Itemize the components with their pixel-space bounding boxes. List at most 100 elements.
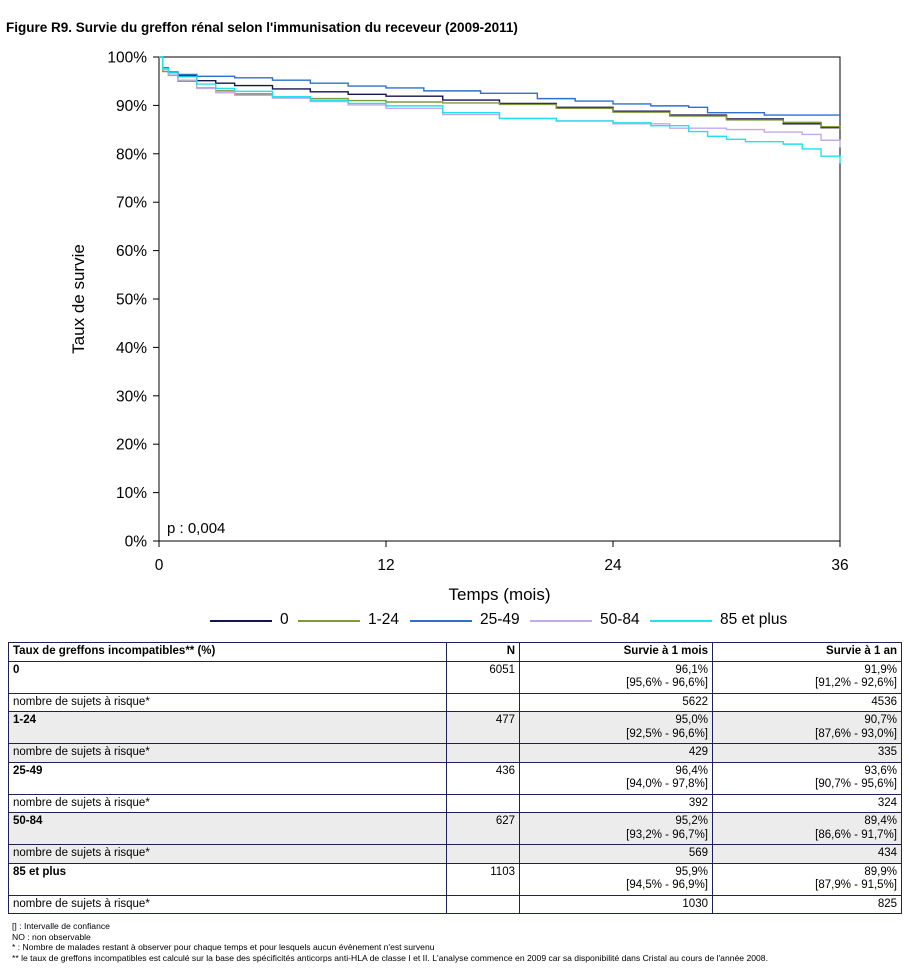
y-tick-label: 90% [116,98,147,115]
legend-label: 1-24 [368,611,400,628]
table-row-at-risk: nombre de sujets à risque* 429 335 [8,743,902,763]
survival-value: 89,4% [864,815,897,827]
survival-value: 95,0% [675,714,708,726]
survival-value: 96,1% [675,663,708,676]
legend-swatch [210,620,272,622]
group-n: 627 [446,812,520,845]
survival-1-year: 91,9% [91,2% - 92,6%] [712,660,902,694]
legend-swatch [298,620,360,622]
survival-value: 91,9% [864,663,897,676]
legend-swatch [530,620,592,622]
legend-label: 50-84 [600,611,640,628]
y-tick-label: 50% [116,292,147,309]
series-line-3 [159,56,841,148]
at-risk-label: nombre de sujets à risque* [8,894,447,914]
at-risk-1-year: 825 [712,894,902,914]
p-value-annotation: p : 0,004 [167,520,225,537]
table-row-at-risk: nombre de sujets à risque* 392 324 [8,793,902,813]
confidence-interval: [92,5% - 96,6%] [626,727,708,740]
footnote: ** le taux de greffons incompatibles est… [12,952,768,963]
confidence-interval: [94,0% - 97,8%] [626,778,708,790]
chart-legend: 0 1-24 25-49 50-84 85 et plus [0,610,909,632]
x-tick-label: 24 [604,557,622,574]
confidence-interval: [93,2% - 96,7%] [626,828,708,841]
at-risk-n [446,793,520,813]
table-row: 85 et plus 1103 95,9% [94,5% - 96,9%] 89,9%[… [8,862,902,896]
group-label: 0 [8,660,447,694]
at-risk-n [446,743,520,763]
at-risk-n [446,894,520,914]
at-risk-label: nombre de sujets à risque* [8,743,447,763]
survival-1-month: 95,2% [93,2% - 96,7%] [519,812,713,845]
y-tick-label: 20% [116,437,147,454]
at-risk-1-month: 429 [519,743,713,763]
confidence-interval: [91,2% - 92,6%] [815,677,897,689]
x-axis-label: Temps (mois) [448,585,550,604]
group-n: 6051 [446,660,520,694]
footnote: NO : non observable [12,931,91,942]
header-n: N [446,642,520,662]
survival-1-month: 96,1% [95,6% - 96,6%] [519,660,713,694]
confidence-interval: [90,7% - 95,6%] [815,778,897,790]
survival-1-year: 90,7% [87,6% - 93,0%] [712,711,902,744]
survival-value: 96,4% [675,764,708,777]
footnote: [] : Intervalle de confiance [12,921,110,931]
y-tick-label: 100% [107,50,147,67]
series-line-2 [159,56,840,116]
survival-1-year: 93,6% [90,7% - 95,6%] [712,761,902,795]
confidence-interval: [95,6% - 96,6%] [626,677,708,689]
x-tick-label: 36 [831,557,848,574]
legend-label: 0 [280,611,289,628]
survival-1-year: 89,4% [86,6% - 91,7%] [712,812,902,845]
figure-title: Figure R9. Survie du greffon rénal selon… [6,20,518,35]
legend-swatch [650,620,712,622]
header-group: Taux de greffons incompatibles** (%) [8,642,447,662]
confidence-interval: [87,9% - 91,5%] [815,879,897,891]
at-risk-n [446,692,520,712]
at-risk-1-year: 4536 [712,692,902,712]
footnote: * : Nombre de malades restant à observer… [12,942,435,953]
y-tick-label: 70% [116,195,147,212]
at-risk-label: nombre de sujets à risque* [8,692,447,712]
header-1-year: Survie à 1 an [712,642,902,662]
survival-value: 95,2% [675,815,708,827]
at-risk-1-month: 392 [519,793,713,813]
y-tick-label: 80% [116,146,147,163]
at-risk-1-year: 335 [712,743,902,763]
table-row-at-risk: nombre de sujets à risque* 5622 4536 [8,692,902,712]
survival-1-month: 96,4% [94,0% - 97,8%] [519,761,713,795]
y-tick-label: 10% [116,485,147,502]
y-tick-label: 0% [125,534,148,551]
survival-value: 93,6% [864,764,897,777]
group-n: 436 [446,761,520,795]
y-tick-label: 30% [116,388,147,405]
table-row: 25-49 436 96,4% [94,0% - 97,8%] 93,6% [90,7% … [8,761,902,795]
series-line-1 [159,56,841,130]
y-tick-label: 60% [116,243,147,260]
table-row-at-risk: nombre de sujets à risque* 569 434 [8,844,902,864]
series-line-4 [159,56,841,164]
group-label: 25-49 [8,761,447,795]
at-risk-1-year: 434 [712,844,902,864]
legend-swatch [410,620,472,622]
group-n: 1103 [446,862,520,896]
at-risk-label: nombre de sujets à risque* [8,793,447,813]
x-tick-label: 0 [155,557,164,574]
group-label: 1-24 [8,711,447,744]
confidence-interval: [87,6% - 93,0%] [815,727,897,740]
group-label: 85 et plus [8,862,447,896]
x-tick-label: 12 [377,557,394,574]
confidence-interval: [86,6% - 91,7%] [815,828,897,841]
table-row-at-risk: nombre de sujets à risque* 1030 825 [8,894,902,914]
at-risk-1-month: 569 [519,844,713,864]
footnotes: [] : Intervalle de confiance NO : non ob… [12,921,768,963]
legend-label: 85 et plus [720,611,788,628]
survival-1-year: 89,9% [87,9% - 91,5%] [712,862,902,896]
header-1-month: Survie à 1 mois [519,642,713,662]
y-tick-label: 40% [116,340,147,357]
group-n: 477 [446,711,520,744]
survival-chart: 0% 10% 20% 30% 40% 50% 60% 70% 80% 90% 100% 0 12 24 36… [69,50,849,605]
survival-1-month: 95,0% [92,5% - 96,6%] [519,711,713,744]
table-row: 0 6051 96,1% [95,6% - 96,6%] 91,9% [91,2% - 9… [8,660,902,694]
table-row: 50-84 627 95,2% [93,2% - 96,7%] 89,4% [86,6% … [8,812,902,845]
